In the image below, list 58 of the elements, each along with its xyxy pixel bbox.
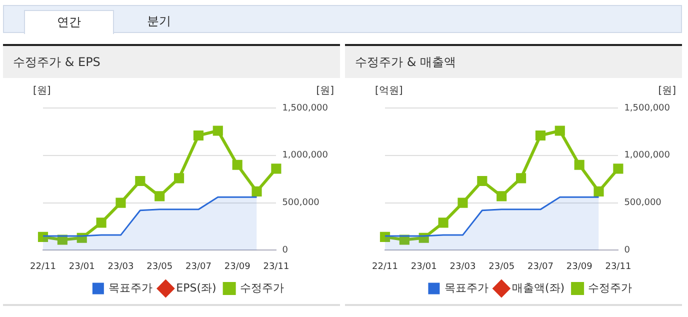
point	[477, 176, 488, 186]
x-tick-label: 23/03	[108, 262, 134, 272]
point	[516, 173, 526, 184]
x-tick-label: 23/01	[410, 262, 437, 272]
x-tick-label: 23/01	[68, 262, 95, 272]
x-tick-label: 22/11	[372, 262, 398, 272]
legend-label: 매출액(좌)	[512, 281, 565, 294]
y2-tick-label: 0	[282, 246, 288, 256]
y2-axis-title: [원]	[316, 86, 334, 97]
y2-tick-label: 1,500,000	[624, 103, 670, 114]
y2-tick-label: 1,000,000	[624, 150, 670, 161]
text: 연간	[24, 10, 114, 34]
point	[212, 126, 223, 136]
legend-label: 목표주가	[444, 281, 488, 294]
point	[458, 198, 468, 208]
y-axis-title: [원]	[33, 86, 51, 97]
x-tick-label: 23/07	[527, 262, 554, 272]
y2-axis-title: [원]	[658, 86, 676, 97]
x-tick-label: 22/11	[30, 262, 56, 272]
point	[496, 191, 507, 202]
point	[535, 130, 546, 141]
point	[116, 198, 126, 208]
y2-tick-label: 500,000	[282, 198, 320, 208]
point	[232, 160, 242, 170]
point	[96, 218, 106, 228]
point	[174, 173, 184, 184]
x-tick-label: 23/05	[488, 262, 515, 272]
point	[135, 176, 146, 186]
legend-label: 수정주가	[588, 281, 632, 294]
x-tick-label: 23/09	[566, 262, 593, 272]
point	[613, 164, 624, 174]
chart-title: 수정주가 & EPS	[3, 46, 340, 78]
point	[252, 186, 262, 196]
legend-label: 수정주가	[240, 281, 284, 294]
y-axis-title: [억원]	[375, 86, 403, 97]
x-tick-label: 23/09	[224, 262, 251, 272]
chart-title: 수정주가 & 매출액	[345, 46, 682, 78]
point	[594, 186, 604, 196]
x-tick-label: 23/05	[146, 262, 173, 272]
y2-tick-label: 500,000	[624, 198, 662, 208]
point	[399, 234, 410, 245]
text: 분기	[146, 13, 172, 30]
legend-label: EPS(좌)	[176, 281, 216, 294]
point	[438, 218, 448, 228]
x-tick-label: 23/03	[450, 262, 476, 272]
point	[574, 160, 584, 170]
x-tick-label: 23/11	[263, 262, 290, 272]
point	[154, 191, 165, 202]
legend-label: 목표주가	[108, 281, 153, 294]
point	[271, 164, 282, 174]
y2-tick-label: 1,000,000	[282, 150, 328, 161]
x-tick-label: 23/11	[605, 262, 632, 272]
x-tick-label: 23/07	[185, 262, 212, 272]
point	[193, 130, 204, 141]
point	[57, 234, 68, 245]
y2-tick-label: 1,500,000	[282, 103, 328, 114]
y2-tick-label: 0	[624, 246, 630, 256]
point	[554, 126, 565, 136]
